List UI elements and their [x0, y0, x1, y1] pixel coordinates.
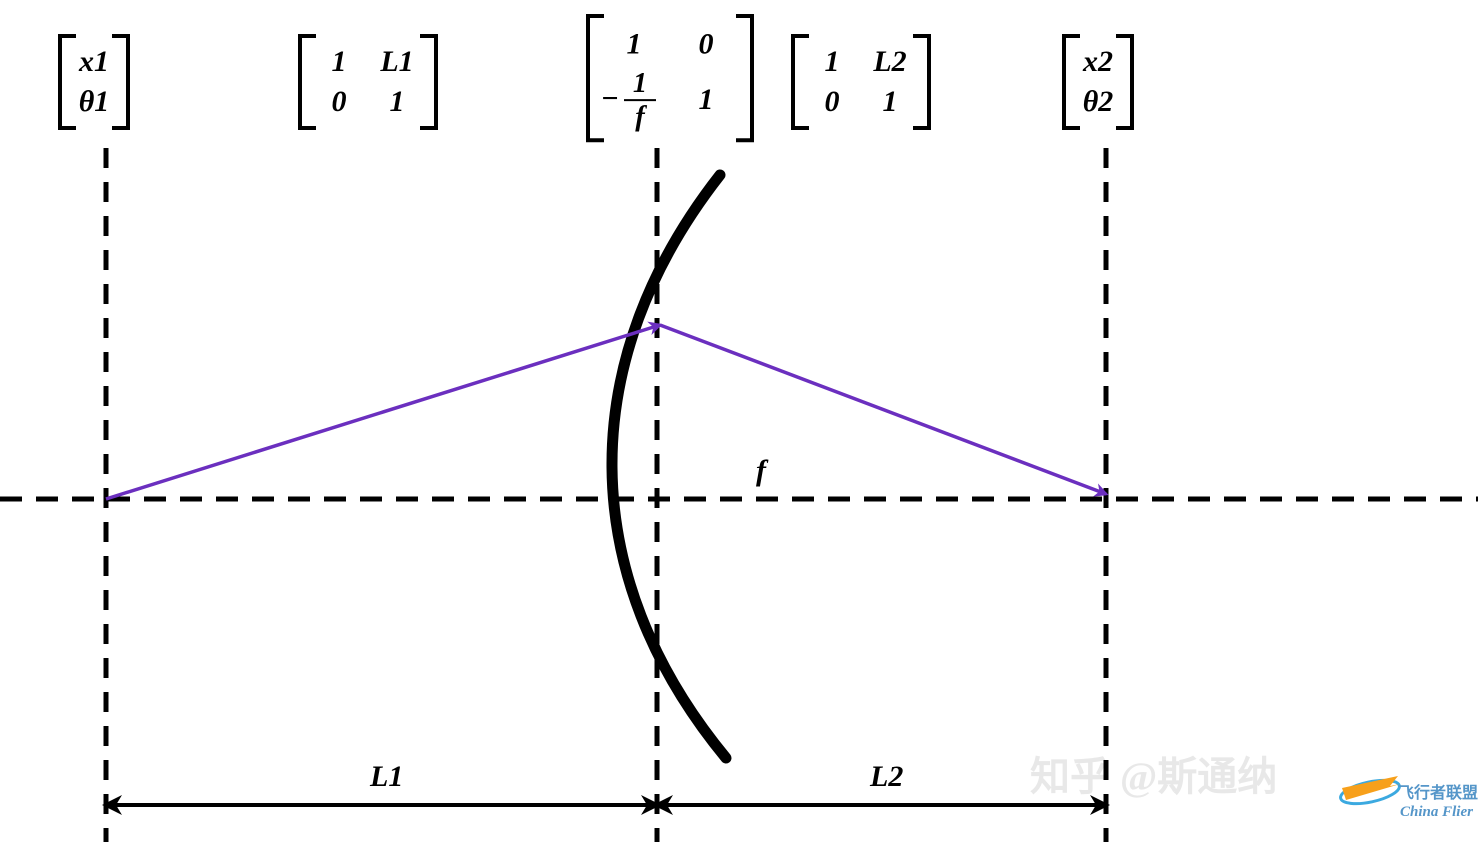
- watermark-brand-en: China Flier: [1400, 804, 1473, 820]
- matrix-lens-cell: 1: [627, 28, 642, 61]
- label-L2: L2: [869, 760, 903, 793]
- matrix-output-cell: x2: [1082, 45, 1113, 78]
- watermark-zhihu: 知乎 @斯通纳: [1030, 754, 1277, 799]
- matrix-lens-neg: −: [601, 82, 618, 115]
- matrix-prop-L1-cell: L1: [379, 45, 413, 78]
- matrix-prop-L2-cell: L2: [872, 45, 906, 78]
- matrix-prop-L1-cell: 0: [332, 85, 347, 118]
- matrix-prop-L2-cell: 1: [825, 45, 840, 78]
- matrix-lens-cell: 1: [699, 83, 714, 116]
- matrix-input-cell: θ1: [79, 85, 110, 118]
- matrix-prop-L1-cell: 1: [332, 45, 347, 78]
- matrix-lens-num: 1: [633, 68, 647, 99]
- matrix-prop-L2-cell: 0: [825, 85, 840, 118]
- label-L1: L1: [369, 760, 403, 793]
- matrix-prop-L2-cell: 1: [883, 85, 898, 118]
- matrix-prop-L1-cell: 1: [390, 85, 405, 118]
- matrix-output-cell: θ2: [1083, 85, 1114, 118]
- matrix-input-cell: x1: [78, 45, 109, 78]
- watermark-brand-cn: 飞行者联盟: [1398, 783, 1478, 802]
- matrix-lens-cell: 0: [699, 28, 714, 61]
